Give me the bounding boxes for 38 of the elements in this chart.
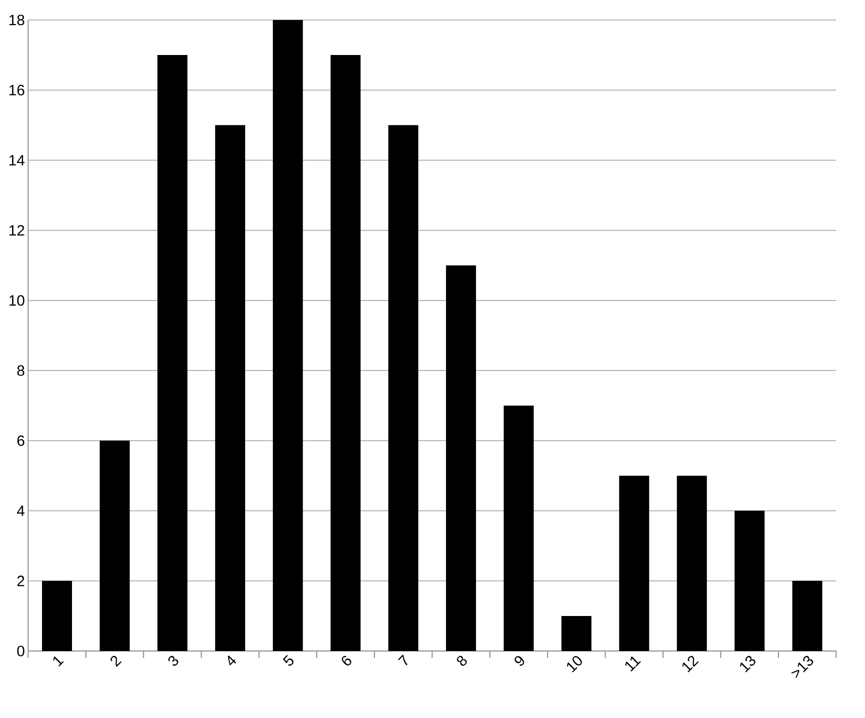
x-tick-label: 2 [110, 656, 122, 667]
y-tick-label: 8 [17, 365, 24, 376]
y-tick-label: 2 [17, 576, 24, 586]
y-tick-label: 6 [17, 435, 24, 446]
x-tick-label: 8 [456, 656, 467, 666]
bar [676, 476, 707, 651]
bar [330, 55, 361, 651]
x-tick-label: 4 [228, 655, 236, 666]
y-tick-label: 12 [9, 225, 24, 236]
x-tick-label: 5 [282, 654, 294, 666]
x-tick-label: 12 [682, 656, 699, 672]
y-tick-label: 16 [9, 84, 24, 96]
x-tick-label: 10 [566, 656, 582, 672]
y-tick-label: 14 [9, 155, 25, 166]
x-tick-label: 11 [625, 656, 641, 672]
y-tick-label: 4 [16, 506, 25, 516]
y-tick-label: 0 [17, 646, 24, 656]
bar [561, 616, 592, 651]
x-tick-label: 7 [398, 654, 408, 666]
x-tick-label: 13 [740, 656, 756, 672]
bar [446, 265, 476, 651]
x-tick-label: 1 [53, 656, 64, 666]
bar [734, 510, 765, 651]
x-tick-label: >13 [791, 656, 814, 678]
x-tick-label: 9 [514, 656, 524, 666]
bar [100, 440, 130, 651]
bar [792, 580, 822, 651]
bar [157, 55, 188, 651]
y-tick-label: 18 [9, 14, 24, 26]
x-tick-label: 6 [342, 656, 352, 666]
x-tick-label: 3 [168, 656, 178, 666]
bar [388, 125, 418, 651]
bar [272, 20, 303, 651]
bar [619, 476, 650, 651]
y-tick-label: 10 [9, 295, 24, 306]
bar [215, 125, 246, 651]
bar [504, 406, 534, 651]
bar [42, 580, 72, 651]
